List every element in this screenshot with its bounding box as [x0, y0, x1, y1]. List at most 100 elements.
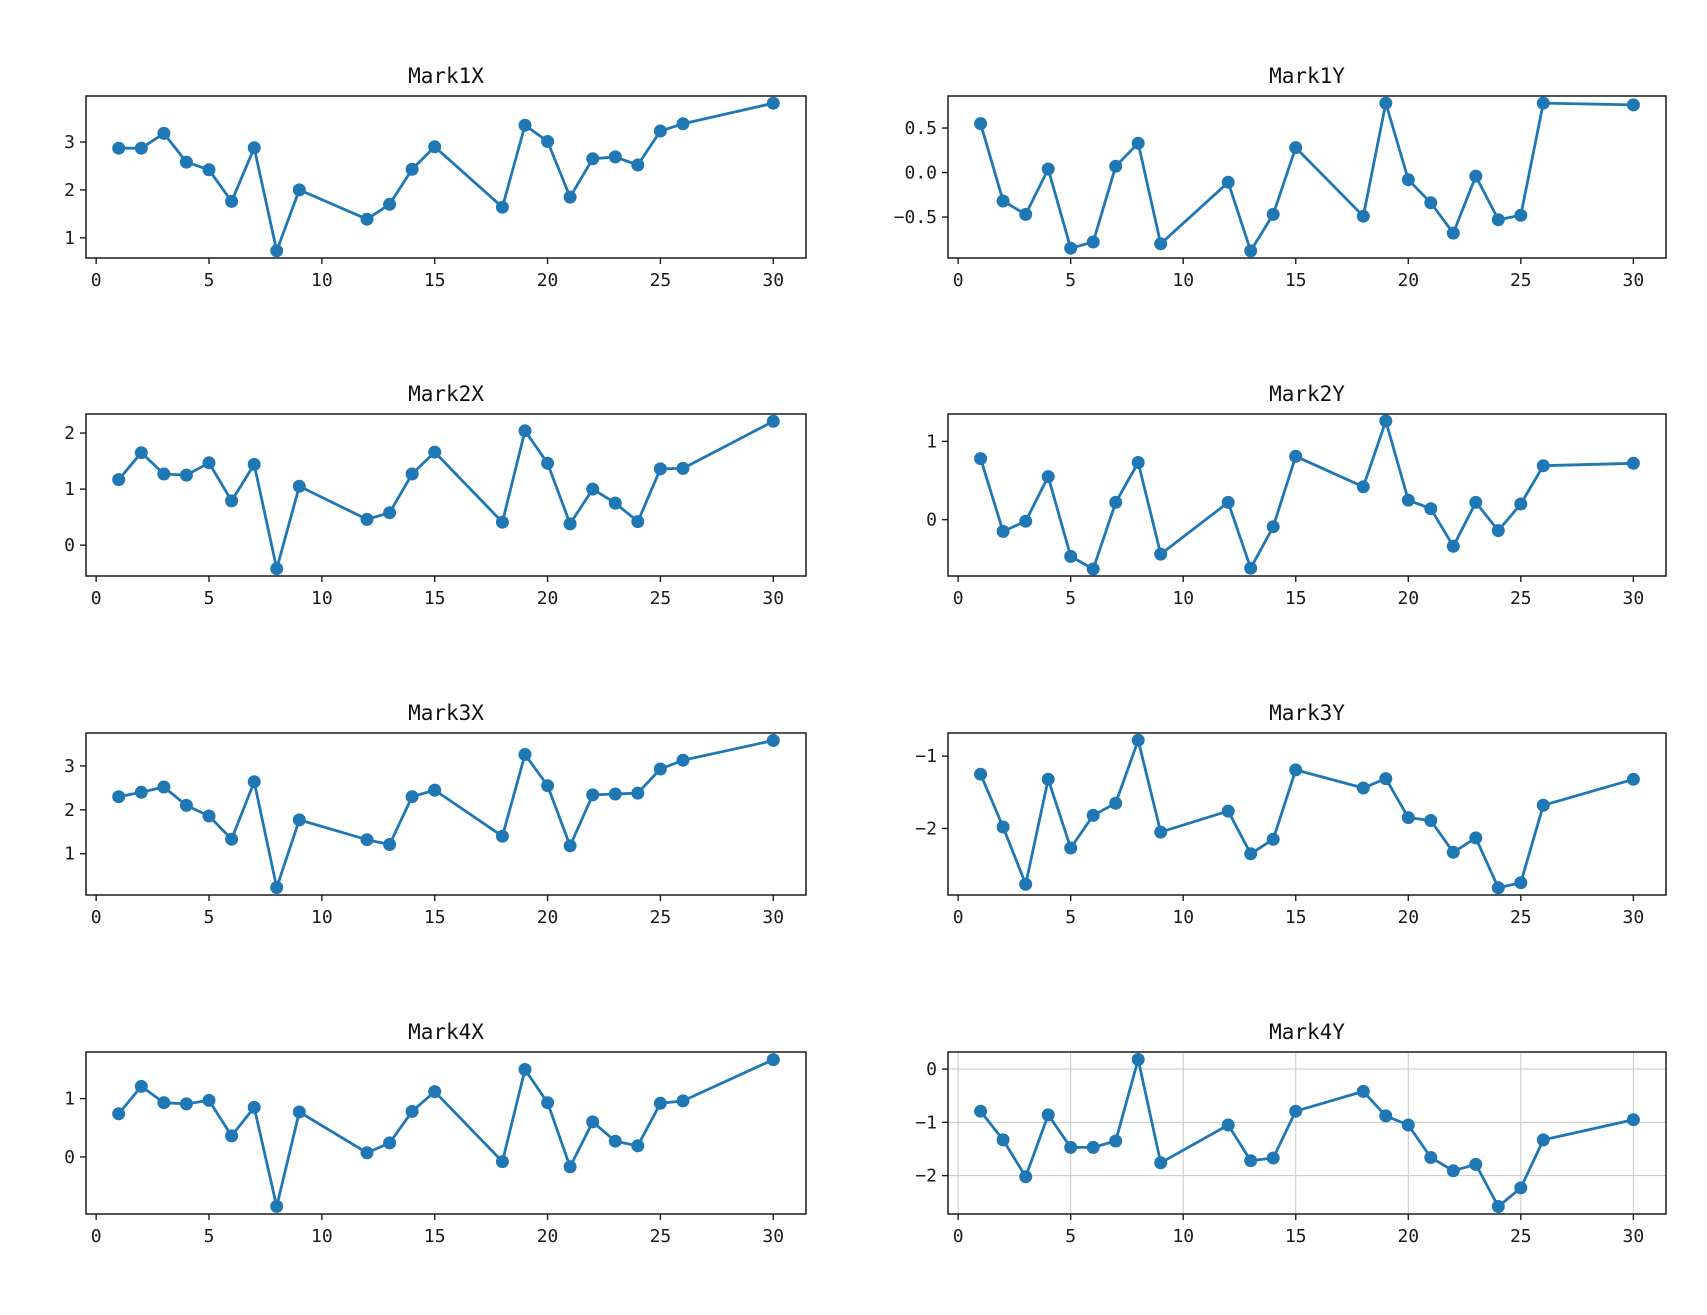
- x-tick-label: 5: [1065, 588, 1076, 609]
- data-point: [541, 456, 555, 470]
- x-tick-label: 0: [91, 270, 102, 291]
- data-point: [1266, 1151, 1280, 1165]
- data-point: [541, 1096, 555, 1110]
- data-point: [383, 506, 397, 520]
- x-tick-label: 10: [311, 270, 333, 291]
- x-tick-label: 10: [1172, 907, 1194, 928]
- x-tick-label: 0: [91, 907, 102, 928]
- data-point: [1244, 561, 1258, 575]
- x-tick-label: 30: [762, 270, 784, 291]
- data-point: [1469, 169, 1483, 183]
- x-tick-label: 15: [424, 907, 446, 928]
- data-point: [1019, 877, 1033, 891]
- data-point: [518, 118, 532, 132]
- data-point: [1064, 1140, 1078, 1154]
- x-tick-label: 30: [762, 907, 784, 928]
- data-point: [405, 162, 419, 176]
- x-tick-label: 10: [311, 1226, 333, 1247]
- data-line: [979, 419, 1635, 571]
- data-point: [996, 194, 1010, 208]
- data-point: [1379, 96, 1393, 110]
- data-point: [1424, 1151, 1438, 1164]
- data-point: [179, 468, 193, 482]
- data-point: [631, 515, 645, 529]
- chart-mark1y: 0 5 10 15 20 25 30 0.5 0.0 −0.5 Mark1Y: [894, 64, 1667, 291]
- data-point: [225, 1129, 239, 1143]
- data-point: [1536, 798, 1550, 812]
- chart-title: Mark4X: [408, 1020, 484, 1044]
- x-tick-label: 15: [424, 1226, 446, 1247]
- data-point: [676, 117, 690, 131]
- x-tick-label: 30: [762, 1226, 784, 1247]
- data-point: [1266, 832, 1280, 846]
- chart-title: Mark2X: [408, 382, 484, 406]
- data-point: [563, 190, 577, 204]
- data-point: [1289, 1104, 1303, 1118]
- x-tick-label: 20: [537, 270, 559, 291]
- data-point: [563, 517, 577, 531]
- data-point: [1109, 159, 1123, 173]
- chart-title: Mark3X: [408, 701, 484, 725]
- data-point: [1221, 495, 1235, 509]
- data-point: [1379, 772, 1393, 786]
- data-point: [1356, 209, 1370, 223]
- x-tick-label: 30: [1623, 1226, 1645, 1247]
- data-point: [631, 1139, 645, 1153]
- y-tick-label: 0: [926, 510, 937, 531]
- data-point: [1221, 804, 1235, 818]
- data-point: [1109, 495, 1123, 509]
- data-point: [766, 734, 780, 747]
- x-tick-label: 10: [1172, 1226, 1194, 1247]
- x-tick-label: 15: [1285, 588, 1307, 609]
- y-tick-label: 0: [64, 535, 75, 556]
- data-point: [1446, 226, 1460, 240]
- data-point: [1469, 495, 1483, 509]
- data-point: [1154, 825, 1168, 839]
- data-point: [1514, 497, 1528, 511]
- x-tick-label: 20: [537, 1226, 559, 1247]
- data-point: [608, 1134, 622, 1148]
- data-point: [1019, 207, 1033, 221]
- x-tick-label: 30: [1623, 588, 1645, 609]
- data-point: [134, 1079, 148, 1093]
- chart-mark1x: 0 5 10 15 20 25 30 1 2 3 Mark1X: [64, 64, 807, 291]
- x-tick-label: 25: [1510, 907, 1532, 928]
- data-point: [996, 820, 1010, 834]
- data-point: [360, 212, 374, 226]
- data-point: [563, 839, 577, 853]
- y-tick-label: 2: [64, 423, 75, 444]
- data-point: [1356, 1084, 1370, 1098]
- data-point: [428, 783, 442, 797]
- x-tick-label: 0: [91, 588, 102, 609]
- x-tick-label: 20: [1397, 270, 1419, 291]
- chart-title: Mark1X: [408, 64, 484, 88]
- data-point: [292, 1105, 306, 1119]
- chart-mark4y: 0 5 10 15 20 25 30 0 −1 −2 Mark4Y: [915, 1020, 1667, 1247]
- data-point: [1019, 1170, 1033, 1184]
- data-point: [1131, 456, 1145, 469]
- data-point: [1401, 811, 1415, 825]
- data-point: [134, 785, 148, 799]
- data-point: [1401, 1118, 1415, 1132]
- data-point: [766, 96, 780, 110]
- data-point: [1154, 237, 1168, 251]
- y-tick-label: 0: [64, 1147, 75, 1168]
- data-point: [1514, 876, 1528, 890]
- x-tick-label: 25: [1510, 1226, 1532, 1247]
- data-point: [974, 452, 988, 466]
- x-tick-label: 5: [204, 270, 215, 291]
- data-point: [1244, 847, 1258, 861]
- data-point: [112, 141, 126, 155]
- data-point: [653, 462, 667, 476]
- data-point: [1491, 881, 1505, 895]
- data-point: [653, 124, 667, 138]
- data-point: [1266, 207, 1280, 221]
- data-point: [270, 562, 284, 576]
- data-point: [247, 457, 261, 471]
- data-point: [1514, 1181, 1528, 1195]
- y-tick-label: −1: [915, 1112, 937, 1133]
- data-point: [1424, 196, 1438, 210]
- data-point: [225, 832, 239, 846]
- data-line: [979, 101, 1635, 253]
- plot-area: [85, 1051, 807, 1215]
